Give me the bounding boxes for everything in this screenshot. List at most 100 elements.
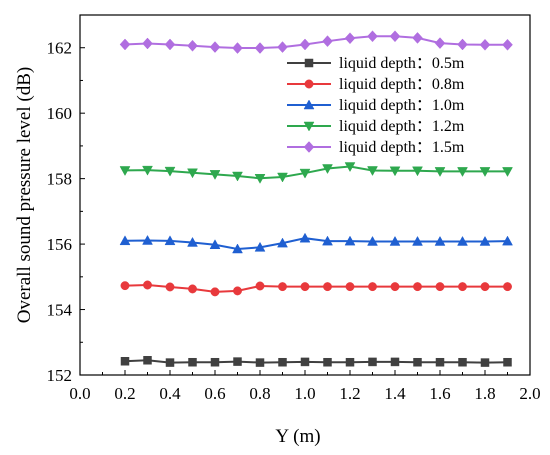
series-5 xyxy=(119,30,513,54)
x-tick-label: 1.8 xyxy=(474,384,495,403)
data-point xyxy=(322,164,333,175)
data-point xyxy=(165,358,175,367)
data-point xyxy=(390,282,400,292)
x-tick-label: 0.0 xyxy=(69,384,90,403)
x-axis-title: Y (m) xyxy=(275,426,320,447)
data-point xyxy=(119,166,131,176)
data-point xyxy=(254,241,266,252)
y-tick-label: 160 xyxy=(47,104,73,123)
data-point xyxy=(209,41,221,53)
data-point xyxy=(480,358,490,367)
data-point xyxy=(368,282,377,292)
data-point xyxy=(233,357,242,366)
data-point xyxy=(164,38,176,51)
data-point xyxy=(278,357,287,367)
data-point xyxy=(502,167,513,177)
y-tick-label: 156 xyxy=(47,235,73,254)
data-point xyxy=(143,280,152,290)
series-layer xyxy=(119,30,513,367)
data-point xyxy=(458,282,467,292)
data-point xyxy=(277,41,288,53)
data-point xyxy=(300,357,310,367)
x-tick-label: 1.2 xyxy=(339,384,360,403)
data-point xyxy=(188,357,197,367)
data-point xyxy=(278,282,287,292)
x-tick-label: 1.4 xyxy=(384,384,406,403)
data-point xyxy=(187,39,198,52)
legend-item: liquid depth：1.5m xyxy=(287,139,465,156)
data-point xyxy=(480,282,490,292)
legend-label: liquid depth：1.0m xyxy=(339,97,465,114)
series-3 xyxy=(119,232,513,254)
data-point xyxy=(345,282,355,292)
data-point xyxy=(299,232,311,243)
data-point xyxy=(120,281,130,291)
data-point xyxy=(232,243,243,254)
data-point xyxy=(457,167,468,177)
data-point xyxy=(479,167,491,177)
data-point xyxy=(255,281,265,291)
x-tick-label: 0.2 xyxy=(114,384,135,403)
x-tick-label: 0.4 xyxy=(159,384,181,403)
data-point xyxy=(389,30,401,43)
data-point xyxy=(413,282,422,292)
data-point xyxy=(344,235,356,246)
data-point xyxy=(434,235,446,246)
data-point xyxy=(344,162,356,173)
data-point xyxy=(210,357,220,367)
data-point xyxy=(345,357,355,367)
data-point xyxy=(254,174,266,184)
data-point xyxy=(142,37,153,50)
series-2 xyxy=(120,280,512,297)
data-point xyxy=(412,235,423,246)
legend-item: liquid depth：1.2m xyxy=(287,118,465,135)
data-point xyxy=(209,170,221,180)
y-axis: 152 154 156 158 160 162 xyxy=(47,14,85,385)
legend-swatch-marker xyxy=(303,121,315,132)
legend-item: liquid depth：0.8m xyxy=(287,76,465,93)
data-point xyxy=(165,282,175,292)
data-point xyxy=(142,165,153,176)
data-point xyxy=(300,282,310,292)
data-point xyxy=(368,357,377,367)
legend-label: liquid depth：0.8m xyxy=(339,76,465,93)
data-point xyxy=(479,235,491,246)
legend-item: liquid depth：0.5m xyxy=(287,55,465,72)
data-point xyxy=(143,356,152,365)
data-point xyxy=(322,235,333,246)
data-point xyxy=(457,38,468,51)
data-point xyxy=(164,235,176,246)
series-line xyxy=(124,35,508,50)
data-point xyxy=(187,236,198,247)
data-point xyxy=(187,168,198,179)
series-4 xyxy=(119,162,513,184)
data-point xyxy=(232,42,243,54)
data-point xyxy=(299,38,311,51)
data-point xyxy=(503,282,512,292)
data-point xyxy=(210,287,220,297)
data-point xyxy=(458,357,467,367)
x-tick-label: 0.6 xyxy=(204,384,225,403)
data-point xyxy=(389,235,401,246)
x-axis: 0.0 0.2 0.4 0.6 0.8 1.0 1.2 1.4 1.6 1.8 2.0 xyxy=(69,370,541,403)
data-point xyxy=(503,357,512,367)
data-point xyxy=(209,239,221,249)
legend-swatch-marker xyxy=(303,99,315,110)
legend: liquid depth：0.5m liquid depth：0.8m liquid… xyxy=(287,55,465,156)
data-point xyxy=(233,286,242,296)
legend-label: liquid depth：0.5m xyxy=(339,55,465,72)
x-tick-label: 2.0 xyxy=(519,384,540,403)
data-point xyxy=(412,32,423,44)
data-point xyxy=(277,237,288,248)
data-point xyxy=(502,38,513,51)
data-point xyxy=(435,282,445,292)
data-point xyxy=(367,235,378,246)
data-point xyxy=(322,35,333,48)
data-point xyxy=(255,358,265,367)
series-line xyxy=(124,165,508,180)
data-point xyxy=(142,234,153,245)
data-point xyxy=(390,357,400,367)
data-point xyxy=(413,357,422,367)
data-point xyxy=(367,166,378,176)
data-point xyxy=(434,167,446,177)
